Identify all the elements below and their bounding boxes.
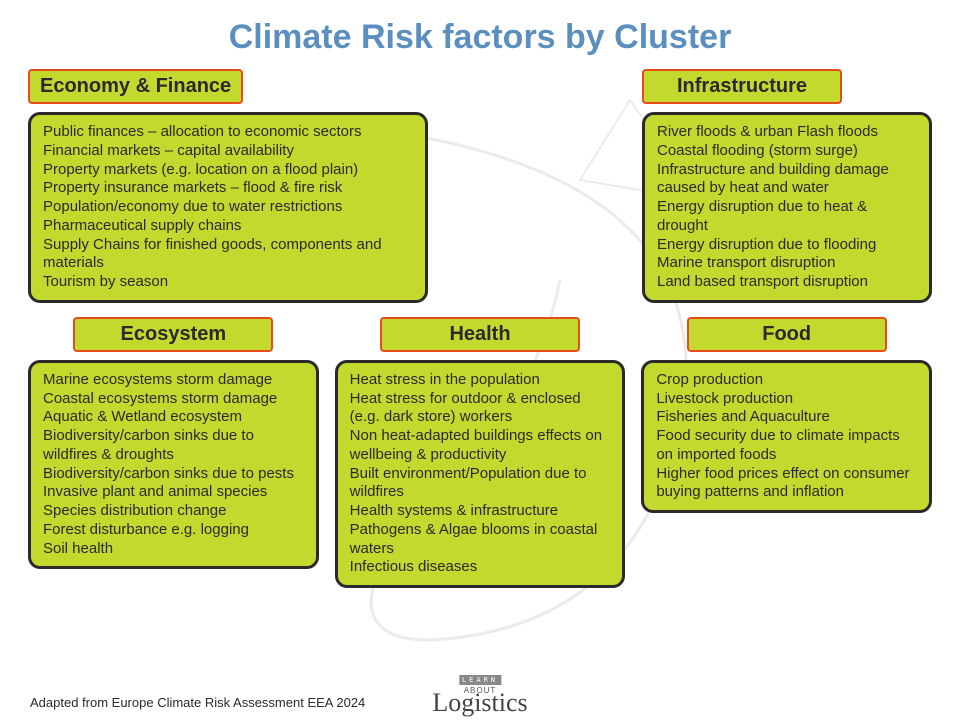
list-item: Marine ecosystems storm damage	[43, 371, 304, 390]
cluster-food-header: Food	[687, 317, 887, 352]
list-item: Biodiversity/carbon sinks due to pests	[43, 465, 304, 484]
list-item: Coastal ecosystems storm damage	[43, 390, 304, 409]
list-item: Higher food prices effect on consumer bu…	[656, 465, 917, 503]
list-item: Invasive plant and animal species	[43, 483, 304, 502]
list-item: Crop production	[656, 371, 917, 390]
list-item: Heat stress for outdoor & enclosed (e.g.…	[350, 390, 611, 428]
footer-attribution: Adapted from Europe Climate Risk Assessm…	[30, 695, 365, 710]
cluster-economy-body: Public finances – allocation to economic…	[28, 112, 428, 303]
list-item: Public finances – allocation to economic…	[43, 123, 413, 142]
list-item: Marine transport disruption	[657, 254, 917, 273]
cluster-health: Health Heat stress in the populationHeat…	[335, 317, 626, 588]
list-item: Pathogens & Algae blooms in coastal wate…	[350, 521, 611, 559]
list-item: Built environment/Population due to wild…	[350, 465, 611, 503]
list-item: Energy disruption due to heat & drought	[657, 198, 917, 236]
list-item: Property markets (e.g. location on a flo…	[43, 161, 413, 180]
list-item: Food security due to climate impacts on …	[656, 427, 917, 465]
list-item: Fisheries and Aquaculture	[656, 408, 917, 427]
list-item: Supply Chains for finished goods, compon…	[43, 236, 413, 274]
clusters-grid: Economy & Finance Public finances – allo…	[0, 69, 960, 588]
list-item: Livestock production	[656, 390, 917, 409]
cluster-food-body: Crop productionLivestock productionFishe…	[641, 360, 932, 513]
cluster-economy-header: Economy & Finance	[28, 69, 243, 104]
list-item: Coastal flooding (storm surge)	[657, 142, 917, 161]
cluster-economy: Economy & Finance Public finances – allo…	[28, 69, 428, 303]
list-item: Infrastructure and building damage cause…	[657, 161, 917, 199]
logo: LEARN ABOUT Logistics	[432, 669, 527, 714]
list-item: Aquatic & Wetland ecosystem	[43, 408, 304, 427]
list-item: Energy disruption due to flooding	[657, 236, 917, 255]
list-item: Property insurance markets – flood & fir…	[43, 179, 413, 198]
list-item: Health systems & infrastructure	[350, 502, 611, 521]
list-item: Land based transport disruption	[657, 273, 917, 292]
cluster-infrastructure-body: River floods & urban Flash floodsCoastal…	[642, 112, 932, 303]
list-item: River floods & urban Flash floods	[657, 123, 917, 142]
cluster-health-header: Health	[380, 317, 580, 352]
list-item: Forest disturbance e.g. logging	[43, 521, 304, 540]
list-item: Biodiversity/carbon sinks due to wildfir…	[43, 427, 304, 465]
cluster-health-body: Heat stress in the populationHeat stress…	[335, 360, 626, 588]
list-item: Heat stress in the population	[350, 371, 611, 390]
list-item: Soil health	[43, 540, 304, 559]
logo-line1: LEARN	[459, 675, 501, 685]
list-item: Tourism by season	[43, 273, 413, 292]
list-item: Species distribution change	[43, 502, 304, 521]
cluster-infrastructure-header: Infrastructure	[642, 69, 842, 104]
list-item: Non heat-adapted buildings effects on we…	[350, 427, 611, 465]
cluster-ecosystem-body: Marine ecosystems storm damageCoastal ec…	[28, 360, 319, 570]
list-item: Population/economy due to water restrict…	[43, 198, 413, 217]
list-item: Pharmaceutical supply chains	[43, 217, 413, 236]
cluster-food: Food Crop productionLivestock production…	[641, 317, 932, 588]
list-item: Infectious diseases	[350, 558, 611, 577]
cluster-ecosystem-header: Ecosystem	[73, 317, 273, 352]
cluster-ecosystem: Ecosystem Marine ecosystems storm damage…	[28, 317, 319, 588]
logo-line3: Logistics	[432, 693, 527, 714]
page-title: Climate Risk factors by Cluster	[0, 0, 960, 69]
list-item: Financial markets – capital availability	[43, 142, 413, 161]
cluster-infrastructure: Infrastructure River floods & urban Flas…	[642, 69, 932, 303]
